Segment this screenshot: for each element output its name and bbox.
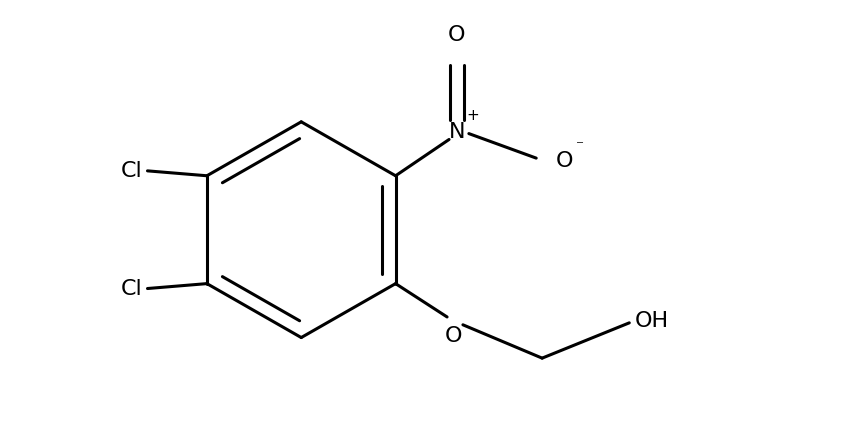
Text: Cl: Cl xyxy=(121,161,143,181)
Text: O: O xyxy=(449,25,466,45)
Text: O: O xyxy=(444,326,461,346)
Text: N: N xyxy=(449,122,465,142)
Text: O: O xyxy=(556,151,574,171)
Text: OH: OH xyxy=(635,311,669,331)
Text: Cl: Cl xyxy=(121,279,143,298)
Text: ⁻: ⁻ xyxy=(576,138,584,153)
Text: +: + xyxy=(467,108,479,123)
